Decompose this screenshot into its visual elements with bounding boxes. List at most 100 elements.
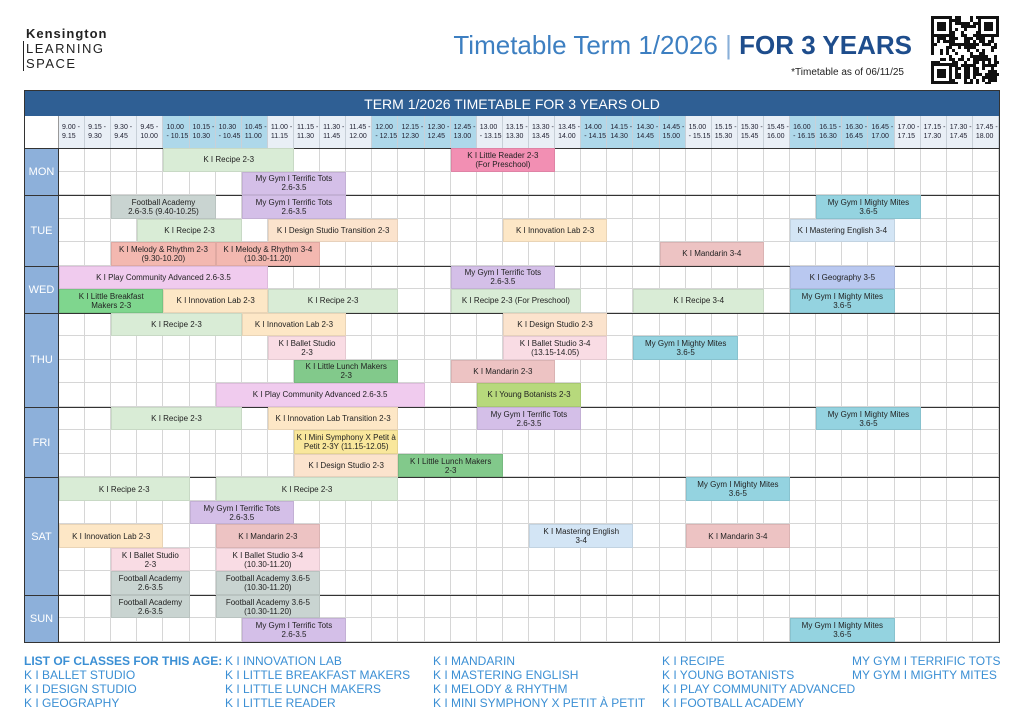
qr-module xyxy=(964,46,967,49)
grid-cell xyxy=(790,524,817,548)
title-separator: | xyxy=(725,30,732,60)
time-slot-line: 15.45 xyxy=(740,133,759,140)
grid-cell xyxy=(555,171,582,196)
grid-cell xyxy=(476,242,503,266)
class-block: Football Academy 2.6-3.5 xyxy=(111,571,190,595)
grid-cell xyxy=(267,359,294,384)
qr-module xyxy=(988,82,991,84)
grid-cell xyxy=(633,524,660,548)
grid-cell xyxy=(111,618,138,642)
qr-module xyxy=(934,61,937,64)
class-block: K I Play Community Advanced 2.6-3.5 xyxy=(59,265,268,290)
grid-cell xyxy=(476,524,503,548)
grid-cell xyxy=(972,571,999,595)
grid-cell xyxy=(737,171,764,196)
time-slot-line: 9.45 - xyxy=(140,124,159,131)
grid-cell xyxy=(868,383,895,407)
grid-cell xyxy=(85,406,112,431)
grid-cell xyxy=(790,312,817,337)
qr-module xyxy=(982,64,985,67)
class-block: K I Ballet Studio 2-3 xyxy=(267,336,347,360)
qr-module xyxy=(952,40,955,43)
grid-cell xyxy=(581,594,608,619)
grid-cell xyxy=(764,242,791,266)
grid-cell xyxy=(633,500,660,525)
qr-module xyxy=(976,58,979,61)
qr-module xyxy=(943,37,946,40)
qr-module xyxy=(952,79,955,82)
qr-module xyxy=(973,58,976,61)
time-slot-line: 10.45 - xyxy=(244,124,267,131)
grid-cell xyxy=(764,500,791,525)
grid-cell xyxy=(398,524,425,548)
class-text: 2.6-3.5 xyxy=(281,183,307,193)
grid-cell xyxy=(476,500,503,525)
grid-cell xyxy=(816,477,843,501)
grid-cell xyxy=(111,500,138,525)
time-slot: 16.15 - 16.30 xyxy=(816,116,843,148)
grid-cell xyxy=(581,289,608,313)
grid-cell xyxy=(294,500,321,525)
time-slot-line: 17.30 - xyxy=(949,124,972,131)
grid-cell xyxy=(450,571,477,595)
class-block: K I Mastering English 3-4 xyxy=(529,524,634,548)
qr-module xyxy=(985,73,988,76)
grid-cell xyxy=(946,195,973,219)
qr-module xyxy=(985,58,988,61)
grid-cell xyxy=(398,618,425,642)
time-slot: 14.15 - 14.30 xyxy=(607,116,634,148)
grid-cell xyxy=(163,359,190,384)
grid-cell xyxy=(502,430,529,454)
grid-cell xyxy=(476,571,503,595)
class-block: K I Mandarin 2-3 xyxy=(450,359,556,384)
class-text: 3.6-5 xyxy=(728,489,747,499)
class-text: Petit 2-3Y (11.15-12.05) xyxy=(303,442,389,452)
grid-cell xyxy=(346,547,373,572)
grid-cell xyxy=(607,289,634,313)
class-text: Football Academy xyxy=(131,197,196,207)
qr-module xyxy=(982,40,985,43)
class-block: K I Little Lunch Makers 2-3 xyxy=(398,453,503,478)
qr-module xyxy=(994,61,997,64)
grid-cell xyxy=(659,383,686,407)
grid-cell xyxy=(398,430,425,454)
grid-cell xyxy=(920,571,947,595)
qr-module xyxy=(973,40,976,43)
grid-cell xyxy=(764,312,791,337)
class-block: K I Innovation Lab 2-3 xyxy=(59,524,164,548)
grid-cell xyxy=(737,594,764,619)
class-list-item: K I LITTLE BREAKFAST MAKERS xyxy=(225,668,411,682)
class-text: 2.6-3.5 xyxy=(281,206,307,216)
grid-cell xyxy=(59,500,86,525)
grid-cell xyxy=(85,195,112,219)
grid-cell xyxy=(346,336,373,360)
grid-cell xyxy=(502,618,529,642)
grid-cell xyxy=(711,383,738,407)
grid-cell xyxy=(346,571,373,595)
qr-module xyxy=(976,34,979,37)
grid-cell xyxy=(972,618,999,642)
grid-cell xyxy=(633,477,660,501)
grid-cell xyxy=(711,500,738,525)
class-block: My Gym I Mighty Mites 3.6-5 xyxy=(633,336,738,360)
time-slot: 17.30 - 17.45 xyxy=(946,116,973,148)
grid-cell xyxy=(920,618,947,642)
grid-cell xyxy=(85,171,112,196)
class-list-item: K I MINI SYMPHONY X PETIT À PETIT xyxy=(433,696,646,710)
grid-cell xyxy=(737,430,764,454)
class-block: K I Recipe 2-3 xyxy=(137,218,242,243)
class-text: 2-3 xyxy=(444,465,457,475)
grid-cell xyxy=(633,218,660,243)
qr-module xyxy=(988,40,991,43)
grid-cell xyxy=(398,594,425,619)
class-text: K I Mandarin 2-3 xyxy=(238,531,298,541)
class-text: K I Innovation Lab 2-3 xyxy=(254,319,334,329)
grid-cell xyxy=(633,171,660,196)
grid-cell xyxy=(85,336,112,360)
grid-cell xyxy=(267,430,294,454)
qr-module xyxy=(997,73,999,76)
grid-cell xyxy=(764,383,791,407)
grid-cell xyxy=(790,359,817,384)
grid-cell xyxy=(737,406,764,431)
qr-module xyxy=(988,61,991,64)
